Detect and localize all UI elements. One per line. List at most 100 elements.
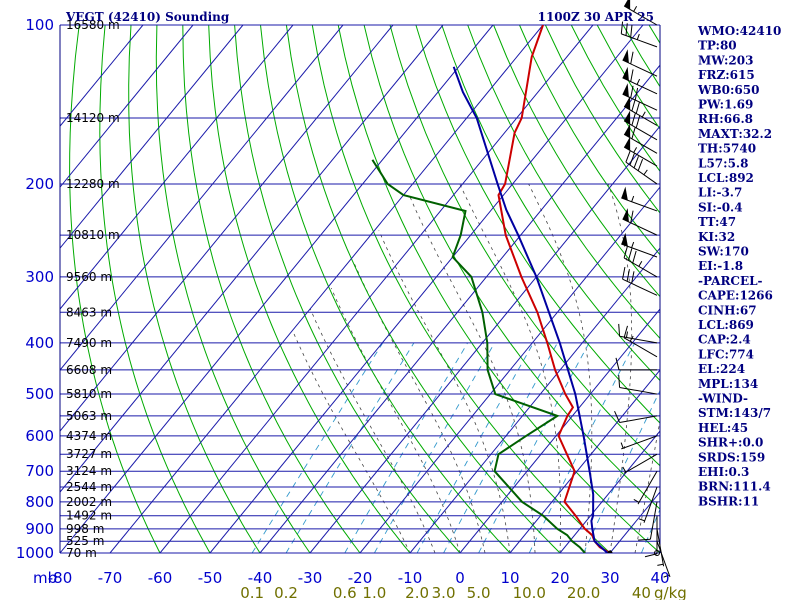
wind-barb — [633, 470, 658, 505]
wind-barb-flag — [634, 87, 639, 101]
sounding-profiles — [371, 25, 613, 553]
wind-barb-half-flag — [636, 78, 641, 85]
isotherm-line — [409, 247, 660, 553]
stability-index: STM:143/7 — [698, 406, 771, 420]
isotherm-line — [60, 25, 344, 371]
stability-index: L57:5.8 — [698, 156, 748, 170]
stability-index: LI:-3.7 — [698, 186, 742, 200]
wind-barb-half-flag — [663, 574, 670, 578]
mixing-ratio-label: 0.6 — [333, 584, 357, 600]
stability-index: CAP:2.4 — [698, 333, 751, 347]
wind-barb — [622, 266, 658, 296]
wind-barb-pennant — [624, 0, 631, 10]
wind-barb-flag — [630, 85, 634, 99]
stability-index: TT:47 — [698, 215, 736, 229]
wind-barb-half-flag — [638, 518, 645, 522]
wind-barb-half-flag — [641, 111, 646, 118]
stability-index: LCL:892 — [698, 171, 754, 185]
height-label: 9560 m — [66, 270, 112, 284]
wind-barb-staff — [637, 470, 658, 505]
temperature-tick-label: -20 — [348, 569, 373, 587]
wind-barb-flag — [632, 250, 637, 264]
isobars — [59, 24, 661, 554]
wind-barb-pennant — [622, 66, 629, 81]
wind-barb-staff — [623, 337, 658, 358]
pressure-tick-labels: 100 200 300 400 500 600 700 800 900 1000 — [16, 16, 54, 562]
wind-barb-flag — [622, 266, 626, 280]
stability-index: MAXT:32.2 — [698, 127, 772, 141]
wind-barb-staff — [623, 453, 658, 474]
wind-barb-pennant — [622, 208, 629, 223]
wind-barb-flag — [631, 113, 636, 126]
height-label: 4374 m — [66, 429, 112, 443]
isotherm-line — [209, 25, 644, 553]
wind-barbs — [614, 0, 671, 578]
wind-barb-half-flag — [631, 241, 635, 248]
wind-barb-flag — [631, 98, 636, 112]
pressure-tick-label: 100 — [25, 16, 54, 34]
stability-index: KI:32 — [698, 230, 735, 244]
mixing-ratio-label: 2.0 — [405, 584, 429, 600]
wind-barb — [614, 411, 658, 424]
wind-barb-flag — [627, 248, 633, 261]
wind-barb-flag — [635, 115, 641, 128]
stability-index: MW:203 — [698, 53, 753, 67]
stability-index: -PARCEL- — [698, 274, 763, 288]
wind-barb-flag — [630, 69, 634, 82]
wind-barb-flag — [623, 325, 628, 338]
wind-barb — [618, 375, 658, 395]
wind-barb — [618, 323, 658, 344]
wind-barb-flag — [615, 357, 620, 371]
height-label: 525 m — [66, 534, 104, 548]
height-label: 5810 m — [66, 387, 112, 401]
wind-barb — [656, 528, 665, 567]
pressure-unit-label: mb — [33, 569, 57, 587]
wind-barb-staff — [622, 77, 658, 95]
wind-barb — [625, 150, 658, 185]
wind-barb-flag — [620, 21, 624, 34]
isotherms — [60, 25, 660, 553]
surface-marker — [607, 550, 613, 553]
wind-barb — [620, 435, 658, 450]
stability-index: SRDS:159 — [698, 450, 765, 464]
height-label: 998 m — [66, 522, 104, 536]
wind-barb-half-flag — [657, 563, 664, 566]
wind-barb — [621, 186, 658, 212]
wind-barb-pennant — [622, 49, 629, 64]
stability-indices: WMO:42410TP:80MW:203FRZ:615WB0:650PW:1.6… — [697, 24, 781, 508]
wind-barb-half-flag — [620, 442, 624, 449]
stability-index: BRN:111.4 — [698, 480, 771, 494]
wind-barb-flag — [635, 101, 641, 114]
isotherm-line — [559, 430, 660, 553]
stability-index: -WIND- — [698, 392, 748, 406]
moist-adiabat — [607, 183, 633, 553]
wind-barb-staff — [622, 278, 658, 296]
wind-barb-pennant — [624, 136, 631, 151]
parcel-line — [452, 66, 609, 553]
stability-index: BSHR:11 — [698, 494, 759, 508]
temperature-line — [497, 25, 611, 553]
wind-barb-half-flag — [631, 195, 635, 202]
isotherm-line — [60, 25, 394, 432]
height-label: 10810 m — [66, 228, 120, 242]
isotherm-line — [459, 308, 660, 553]
wind-barb-pennant — [621, 232, 628, 247]
wind-barb-flag — [638, 538, 651, 541]
stability-index: EHI:0.3 — [698, 465, 749, 479]
stability-index: WB0:650 — [697, 83, 759, 97]
moist-adiabat — [330, 287, 461, 553]
height-labels: 16580 m 14120 m 12280 m 10810 m 9560 m 8463 m… — [66, 18, 120, 560]
wind-barb-pennant — [621, 186, 628, 201]
stability-index: CAPE:1266 — [698, 289, 773, 303]
wind-barb-pennant — [624, 96, 631, 110]
wind-barb-half-flag — [636, 33, 640, 40]
wind-barb — [623, 0, 658, 26]
wind-barb-staff — [622, 59, 658, 77]
temperature-tick-label: -40 — [248, 569, 273, 587]
moist-adiabat — [528, 183, 593, 553]
wind-barb-flag — [618, 323, 621, 337]
wind-barb-staff — [656, 541, 671, 578]
dewpoint-line — [371, 159, 586, 553]
temperature-tick-labels: -80 -70 -60 -50 -40 -30 -20 -10 0 10 20 30 40 — [48, 569, 670, 587]
